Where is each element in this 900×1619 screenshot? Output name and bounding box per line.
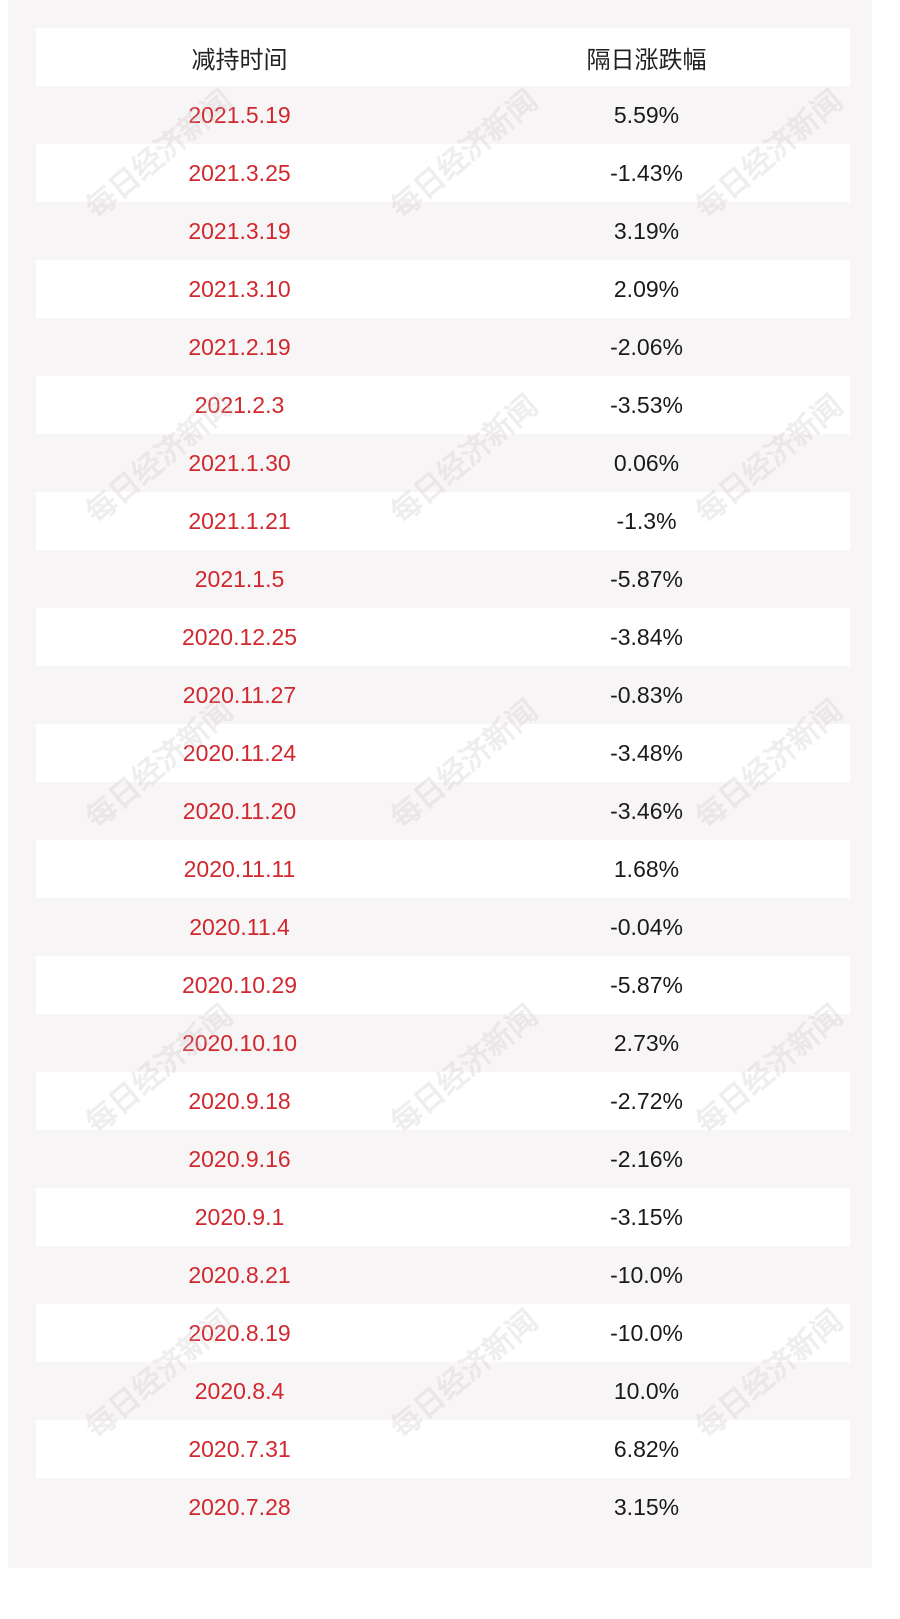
reduction-date-cell: 2021.2.19	[188, 333, 291, 360]
next-day-change-cell: -2.72%	[610, 1087, 683, 1114]
next-day-change-cell: -3.53%	[610, 391, 683, 418]
table-row: 2020.10.10 2.73%	[36, 1014, 850, 1072]
reduction-date-cell: 2020.12.25	[181, 623, 298, 650]
table-row: 2020.11.20 -3.46%	[36, 782, 850, 840]
table-row: 2020.11.24 -3.48%	[36, 724, 850, 782]
reduction-date-cell: 2021.1.30	[188, 449, 291, 476]
table-row: 2021.1.5 -5.87%	[36, 550, 850, 608]
reduction-date-cell: 2020.8.19	[188, 1319, 291, 1346]
table-row: 2020.7.31 6.82%	[36, 1420, 850, 1478]
next-day-change-cell: 3.15%	[613, 1493, 680, 1520]
table-row: 2021.3.25 -1.43%	[36, 144, 850, 202]
table-row: 2021.3.19 3.19%	[36, 202, 850, 260]
next-day-change-cell: 1.68%	[613, 855, 680, 882]
next-day-change-cell: 10.0%	[613, 1377, 680, 1404]
table-row: 2020.9.16 -2.16%	[36, 1130, 850, 1188]
reduction-date-cell: 2020.9.16	[188, 1145, 291, 1172]
next-day-change-cell: -2.06%	[610, 333, 683, 360]
reduction-date-cell: 2020.10.10	[181, 1029, 298, 1056]
reduction-date-cell: 2020.9.18	[188, 1087, 291, 1114]
reduction-date-cell: 2021.1.21	[188, 507, 291, 534]
table-row: 2020.11.11 1.68%	[36, 840, 850, 898]
reduction-date-cell: 2021.3.10	[188, 275, 291, 302]
next-day-change-cell: 0.06%	[613, 449, 680, 476]
table-row: 2021.1.30 0.06%	[36, 434, 850, 492]
column-header-change: 隔日涨跌幅	[586, 45, 707, 74]
next-day-change-cell: 2.09%	[613, 275, 680, 302]
next-day-change-cell: 5.59%	[613, 101, 680, 128]
next-day-change-cell: -2.16%	[610, 1145, 683, 1172]
table-row: 2020.8.19 -10.0%	[36, 1304, 850, 1362]
next-day-change-cell: 3.19%	[613, 217, 680, 244]
next-day-change-cell: 6.82%	[613, 1435, 680, 1462]
next-day-change-cell: 2.73%	[613, 1029, 680, 1056]
reduction-table: 减持时间 隔日涨跌幅 2021.5.19 5.59% 2021.3.25 -1.43%…	[36, 28, 850, 1536]
table-row: 2020.9.1 -3.15%	[36, 1188, 850, 1246]
next-day-change-cell: -5.87%	[610, 971, 683, 998]
reduction-date-cell: 2020.11.20	[182, 797, 297, 824]
reduction-date-cell: 2021.3.19	[188, 217, 291, 244]
reduction-date-cell: 2021.3.25	[188, 159, 291, 186]
table-row: 2020.9.18 -2.72%	[36, 1072, 850, 1130]
reduction-date-cell: 2020.7.31	[188, 1435, 291, 1462]
next-day-change-cell: -10.0%	[610, 1261, 683, 1288]
reduction-date-cell: 2021.5.19	[188, 101, 291, 128]
next-day-change-cell: -10.0%	[610, 1319, 683, 1346]
reduction-date-cell: 2020.8.4	[194, 1377, 285, 1404]
table-row: 2021.2.19 -2.06%	[36, 318, 850, 376]
table-row: 2020.7.28 3.15%	[36, 1478, 850, 1536]
reduction-date-cell: 2020.11.24	[182, 739, 297, 766]
reduction-date-cell: 2020.10.29	[181, 971, 298, 998]
next-day-change-cell: -3.46%	[610, 797, 683, 824]
column-header-date: 减持时间	[191, 45, 288, 74]
table-row: 2020.11.4 -0.04%	[36, 898, 850, 956]
next-day-change-cell: -3.15%	[610, 1203, 683, 1230]
reduction-date-cell: 2021.1.5	[194, 565, 285, 592]
table-row: 2020.11.27 -0.83%	[36, 666, 850, 724]
table-row: 2020.8.4 10.0%	[36, 1362, 850, 1420]
reduction-date-cell: 2021.2.3	[194, 391, 285, 418]
reduction-date-cell: 2020.7.28	[188, 1493, 291, 1520]
reduction-date-cell: 2020.9.1	[194, 1203, 285, 1230]
next-day-change-cell: -5.87%	[610, 565, 683, 592]
reduction-date-cell: 2020.11.4	[189, 913, 290, 940]
table-row: 2021.5.19 5.59%	[36, 86, 850, 144]
reduction-date-cell: 2020.11.11	[183, 855, 296, 882]
table-row: 2020.12.25 -3.84%	[36, 608, 850, 666]
reduction-date-cell: 2020.11.27	[182, 681, 297, 708]
table-header-row: 减持时间 隔日涨跌幅	[36, 28, 850, 86]
table-row: 2021.3.10 2.09%	[36, 260, 850, 318]
table-row: 2021.1.21 -1.3%	[36, 492, 850, 550]
next-day-change-cell: -3.48%	[610, 739, 683, 766]
next-day-change-cell: -3.84%	[610, 623, 683, 650]
next-day-change-cell: -0.04%	[610, 913, 683, 940]
next-day-change-cell: -1.43%	[610, 159, 683, 186]
table-row: 2021.2.3 -3.53%	[36, 376, 850, 434]
next-day-change-cell: -0.83%	[610, 681, 683, 708]
reduction-date-cell: 2020.8.21	[188, 1261, 291, 1288]
next-day-change-cell: -1.3%	[616, 507, 677, 534]
table-row: 2020.10.29 -5.87%	[36, 956, 850, 1014]
table-row: 2020.8.21 -10.0%	[36, 1246, 850, 1304]
